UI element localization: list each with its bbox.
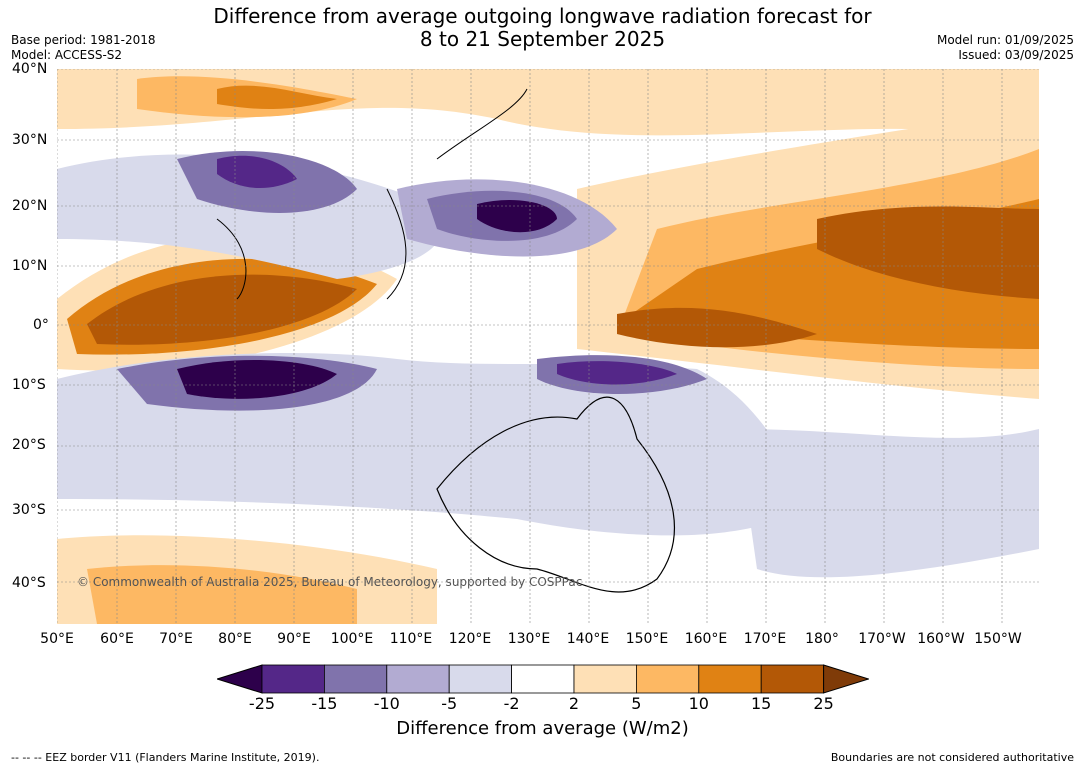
lon-label: 110°E — [389, 631, 433, 647]
lon-label: 180° — [805, 631, 839, 647]
colorbar-tick-label: -10 — [373, 694, 400, 713]
colorbar-segment — [698, 664, 762, 694]
colorbar-tick-label: 10 — [688, 694, 709, 713]
colorbar — [217, 664, 869, 694]
lon-label: 170°E — [743, 631, 787, 647]
lon-label: 160°W — [917, 631, 965, 647]
lat-label: 20°S — [12, 437, 46, 453]
lat-label: 10°S — [12, 377, 46, 393]
colorbar-segment — [511, 664, 575, 694]
lon-label: 80°E — [218, 631, 252, 647]
colorbar-tick-label: -2 — [503, 694, 520, 713]
colorbar-tick-label: -5 — [441, 694, 458, 713]
model-run: Model run: 01/09/2025 — [936, 33, 1074, 47]
lon-label: 130°E — [507, 631, 551, 647]
colorbar-segment — [760, 664, 825, 694]
colorbar-tick-label: 25 — [813, 694, 834, 713]
lat-label: 20°N — [12, 198, 48, 214]
eez-note: -- -- -- EEZ border V11 (Flanders Marine… — [11, 751, 320, 764]
anomaly-map — [57, 69, 1039, 624]
lon-label: 150°E — [625, 631, 669, 647]
lat-label: 30°N — [12, 132, 48, 148]
gridlines — [57, 69, 1039, 624]
lon-label: 70°E — [159, 631, 193, 647]
model-name: Model: ACCESS-S2 — [11, 48, 123, 62]
lat-label: 30°S — [12, 502, 46, 518]
map-canvas — [57, 69, 1039, 624]
lat-label: 40°N — [12, 61, 48, 77]
issued-date: Issued: 03/09/2025 — [958, 48, 1074, 62]
colorbar-segment — [386, 664, 450, 694]
colorbar-tick-label: -15 — [311, 694, 338, 713]
australia-outline — [436, 396, 676, 593]
lon-label: 50°E — [40, 631, 74, 647]
colorbar-segment — [573, 664, 637, 694]
asia-coastline — [216, 88, 528, 300]
lat-label: 40°S — [12, 575, 46, 591]
lon-label: 90°E — [277, 631, 311, 647]
colorbar-segment — [635, 664, 700, 694]
lat-label: 10°N — [12, 258, 48, 274]
lon-label: 60°E — [100, 631, 134, 647]
colorbar-extend-min — [217, 664, 263, 694]
copyright-notice: © Commonwealth of Australia 2025, Bureau… — [77, 575, 583, 589]
base-period: Base period: 1981-2018 — [11, 33, 156, 47]
map-title-line1: Difference from average outgoing longwav… — [213, 4, 872, 28]
map-title-line2: 8 to 21 September 2025 — [419, 27, 666, 51]
lon-label: 170°W — [858, 631, 906, 647]
colorbar-tick-label: 5 — [631, 694, 642, 713]
lon-label: 140°E — [566, 631, 610, 647]
lon-label: 120°E — [448, 631, 492, 647]
colorbar-tick-label: 2 — [568, 694, 580, 713]
colorbar-segment — [324, 664, 388, 694]
lon-label: 150°W — [974, 631, 1022, 647]
lon-label: 100°E — [330, 631, 374, 647]
colorbar-tick-label: -25 — [248, 694, 276, 713]
lat-label: 0° — [33, 317, 49, 333]
boundaries-note: Boundaries are not considered authoritat… — [830, 751, 1074, 764]
lon-label: 160°E — [684, 631, 728, 647]
colorbar-segment — [261, 664, 325, 694]
colorbar-segment — [448, 664, 512, 694]
colorbar-tick-label: 15 — [751, 694, 772, 713]
colorbar-extend-max — [823, 664, 869, 694]
colorbar-label: Difference from average (W/m2) — [396, 718, 689, 739]
